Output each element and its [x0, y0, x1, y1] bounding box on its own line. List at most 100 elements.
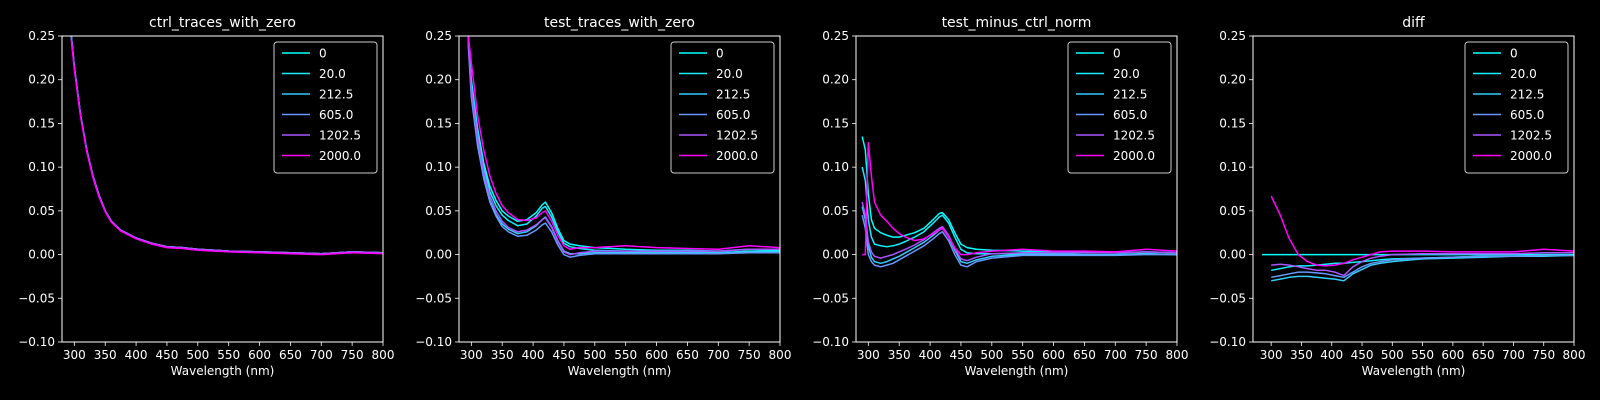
- series-line-20.0: [467, 36, 780, 254]
- y-tick-label: −0.10: [18, 335, 55, 349]
- legend-entry: 1202.5: [319, 129, 361, 143]
- series-line-1202.5: [1271, 252, 1574, 277]
- series-line-2000.0: [862, 141, 1177, 256]
- x-tick-label: 750: [341, 348, 364, 362]
- legend-box: [1067, 41, 1172, 174]
- chart-title: test_minus_ctrl_norm: [942, 15, 1092, 31]
- y-tick-label: 0.05: [822, 204, 849, 218]
- x-tick-label: 700: [310, 348, 333, 362]
- legend-entry: 2000.0: [716, 149, 758, 163]
- x-axis-label: Wavelength (nm): [171, 364, 275, 378]
- legend-box: [273, 41, 378, 174]
- legend-entry: 1202.5: [1113, 129, 1155, 143]
- y-tick-label: 0.20: [1219, 73, 1246, 87]
- series-line-605.0: [467, 44, 780, 258]
- x-tick-label: 350: [888, 348, 911, 362]
- x-tick-label: 600: [1441, 348, 1464, 362]
- series-line-605.0: [861, 215, 1177, 268]
- legend-entry: 0: [319, 47, 327, 61]
- series-line-2000.0: [1270, 195, 1574, 267]
- y-tick-label: 0.15: [425, 116, 452, 130]
- chart-panel-0: ctrl_traces_with_zero 300 350 400 450 500 550 6…: [18, 15, 394, 378]
- chart-title: diff: [1402, 15, 1425, 31]
- x-tick-label: 450: [949, 348, 972, 362]
- legend-box: [670, 41, 775, 174]
- y-tick-label: −0.05: [812, 291, 849, 305]
- x-tick-label: 750: [1532, 348, 1555, 362]
- y-tick-label: 0.15: [822, 116, 849, 130]
- x-axis-label: Wavelength (nm): [568, 364, 672, 378]
- legend-entry: 0: [1113, 47, 1121, 61]
- x-tick-label: 700: [1104, 348, 1127, 362]
- x-tick-label: 800: [372, 348, 395, 362]
- y-tick-label: −0.10: [1209, 335, 1246, 349]
- legend-entry: 605.0: [1113, 108, 1147, 122]
- y-tick-label: 0.20: [28, 73, 55, 87]
- axes-frame: [458, 35, 781, 343]
- legend-entry: 212.5: [1113, 88, 1147, 102]
- chart-panel-1: test_traces_with_zero 300 350 400 450 500 550 6…: [415, 15, 791, 378]
- legend-entry: 2000.0: [1113, 149, 1155, 163]
- y-tick-label: 0.15: [1219, 116, 1246, 130]
- legend-entry: 20.0: [716, 67, 743, 81]
- axes-frame: [1252, 35, 1575, 343]
- x-axis-label: Wavelength (nm): [965, 364, 1069, 378]
- x-tick-label: 800: [1563, 348, 1586, 362]
- legend: 0 20.0 212.5 605.0 1202.5 2000.0: [1067, 41, 1172, 174]
- series-line-212.5: [1271, 254, 1574, 282]
- series-line-2000.0: [467, 36, 780, 251]
- y-tick-label: 0.05: [425, 204, 452, 218]
- y-tick-label: 0.20: [425, 73, 452, 87]
- legend-entry: 0: [716, 47, 724, 61]
- x-tick-label: 450: [552, 348, 575, 362]
- chart-title: ctrl_traces_with_zero: [149, 15, 296, 31]
- x-tick-label: 450: [155, 348, 178, 362]
- series-line-20.0: [861, 166, 1177, 256]
- series-line-605.0: [1271, 254, 1574, 279]
- x-tick-label: 500: [1381, 348, 1404, 362]
- x-tick-label: 400: [1320, 348, 1343, 362]
- y-tick-label: −0.10: [415, 335, 452, 349]
- y-tick-label: 0.05: [28, 204, 55, 218]
- series-line-0: [467, 36, 780, 252]
- x-tick-label: 500: [583, 348, 606, 362]
- legend-entry: 212.5: [1510, 88, 1544, 102]
- x-tick-label: 550: [217, 348, 240, 362]
- legend-entry: 20.0: [1510, 67, 1537, 81]
- chart-panel-2: test_minus_ctrl_norm 300 350 400 450 500 550 60…: [812, 15, 1188, 378]
- y-tick-label: 0.00: [822, 248, 849, 262]
- legend-entry: 2000.0: [319, 149, 361, 163]
- x-tick-label: 500: [186, 348, 209, 362]
- x-tick-label: 350: [1290, 348, 1313, 362]
- x-tick-label: 350: [94, 348, 117, 362]
- chart-panel-3: diff 300 350 400 450 500 550 600 650 700 750 800 −0.…: [1209, 15, 1585, 378]
- legend-box: [1464, 41, 1569, 174]
- legend-entry: 2000.0: [1510, 149, 1552, 163]
- legend-entry: 20.0: [1113, 67, 1140, 81]
- x-tick-label: 700: [707, 348, 730, 362]
- y-tick-label: −0.05: [1209, 291, 1246, 305]
- x-tick-label: 600: [248, 348, 271, 362]
- x-tick-label: 350: [491, 348, 514, 362]
- x-tick-label: 750: [738, 348, 761, 362]
- x-tick-label: 450: [1351, 348, 1374, 362]
- y-tick-label: −0.05: [415, 291, 452, 305]
- series-group: [467, 36, 780, 258]
- y-tick-label: 0.10: [28, 160, 55, 174]
- x-tick-label: 600: [1042, 348, 1065, 362]
- y-tick-label: 0.10: [425, 160, 452, 174]
- y-tick-label: −0.10: [812, 335, 849, 349]
- y-tick-label: 0.05: [1219, 204, 1246, 218]
- x-tick-label: 650: [1472, 348, 1495, 362]
- x-tick-label: 300: [460, 348, 483, 362]
- series-group: [1262, 195, 1574, 282]
- x-tick-label: 500: [980, 348, 1003, 362]
- x-tick-label: 400: [919, 348, 942, 362]
- legend-entry: 1202.5: [1510, 129, 1552, 143]
- y-tick-label: 0.25: [28, 29, 55, 43]
- x-tick-label: 650: [1073, 348, 1096, 362]
- x-tick-label: 550: [1411, 348, 1434, 362]
- x-tick-label: 550: [614, 348, 637, 362]
